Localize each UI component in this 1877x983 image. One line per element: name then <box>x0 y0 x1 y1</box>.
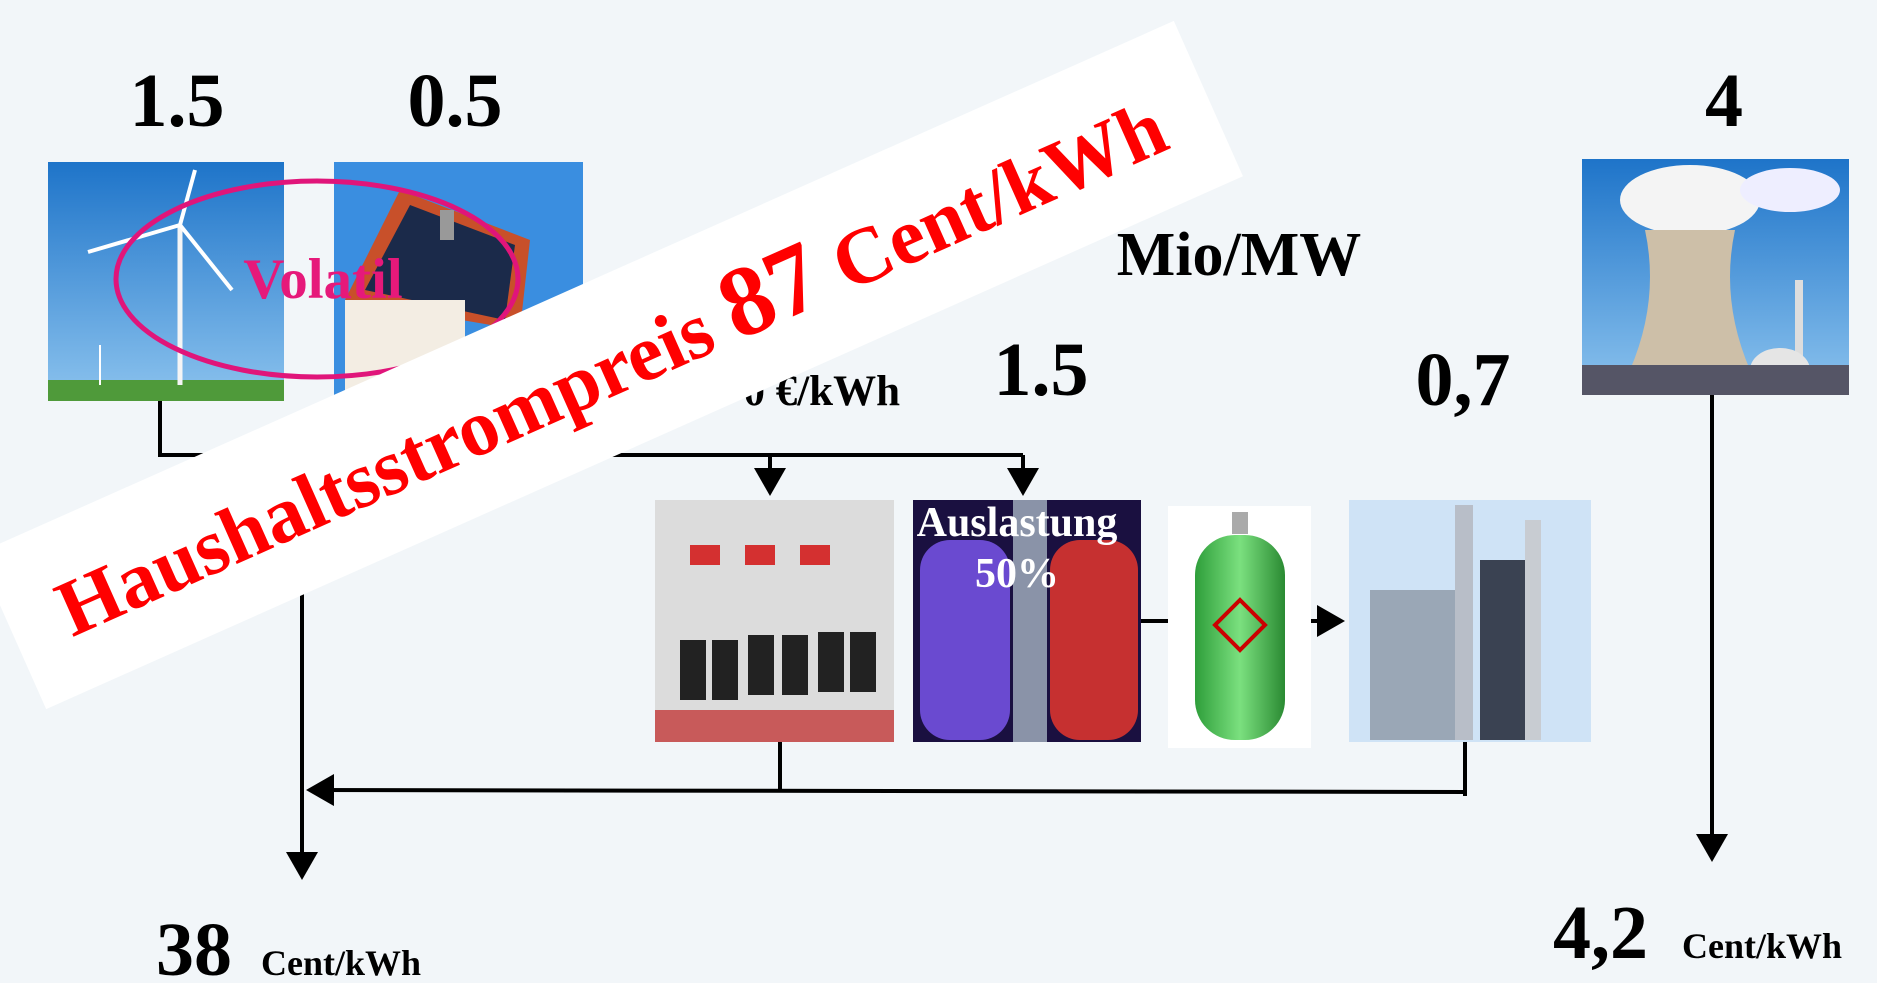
volatile-label: Volatil <box>243 248 402 311</box>
cost-label: 1.5 <box>994 328 1089 412</box>
result-value: 4,2 <box>1553 891 1648 975</box>
hydrogen-image <box>1168 506 1311 748</box>
banner-background <box>0 20 1243 710</box>
cost-label: 1.5 <box>130 59 225 143</box>
result-value: 38 <box>156 908 232 983</box>
gas-plant-image <box>1349 500 1591 742</box>
cost-label: 0,7 <box>1416 338 1511 422</box>
unit-label: Mio/MW <box>1117 221 1362 289</box>
nuclear-image <box>1582 159 1849 395</box>
volatile-ellipse <box>113 178 521 380</box>
electrolyzer-label: Auslastung <box>917 500 1118 546</box>
electrolyzer-image <box>913 500 1141 742</box>
cost-label: 4 <box>1705 59 1743 143</box>
wind-image <box>48 162 284 401</box>
electrolyzer-label: 50% <box>975 551 1059 597</box>
cost-label: 0.5 <box>408 59 503 143</box>
result-unit: Cent/kWh <box>1682 926 1842 966</box>
result-unit: Cent/kWh <box>261 943 421 983</box>
battery-image <box>655 500 894 742</box>
